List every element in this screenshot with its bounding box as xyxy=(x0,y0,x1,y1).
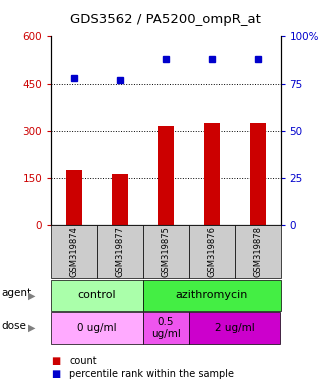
Text: GSM319877: GSM319877 xyxy=(115,226,124,277)
Text: GSM319875: GSM319875 xyxy=(161,226,170,277)
Text: dose: dose xyxy=(2,321,26,331)
Text: GSM319878: GSM319878 xyxy=(253,226,262,277)
Text: ▶: ▶ xyxy=(28,323,35,333)
Text: GSM319874: GSM319874 xyxy=(70,226,79,277)
Text: ▶: ▶ xyxy=(28,290,35,300)
Bar xyxy=(158,126,174,225)
Text: control: control xyxy=(78,290,116,300)
Text: 0 ug/ml: 0 ug/ml xyxy=(77,323,117,333)
Bar xyxy=(249,123,266,225)
Text: count: count xyxy=(69,356,97,366)
Text: 2 ug/ml: 2 ug/ml xyxy=(215,323,254,333)
Bar xyxy=(66,170,82,225)
Text: GDS3562 / PA5200_ompR_at: GDS3562 / PA5200_ompR_at xyxy=(70,13,260,26)
Text: agent: agent xyxy=(2,288,32,298)
Bar xyxy=(204,123,220,225)
Text: ■: ■ xyxy=(51,369,60,379)
Text: azithromycin: azithromycin xyxy=(176,290,248,300)
Text: percentile rank within the sample: percentile rank within the sample xyxy=(69,369,234,379)
Text: 0.5
ug/ml: 0.5 ug/ml xyxy=(151,317,181,339)
Text: ■: ■ xyxy=(51,356,60,366)
Text: GSM319876: GSM319876 xyxy=(207,226,216,277)
Bar xyxy=(112,174,128,225)
